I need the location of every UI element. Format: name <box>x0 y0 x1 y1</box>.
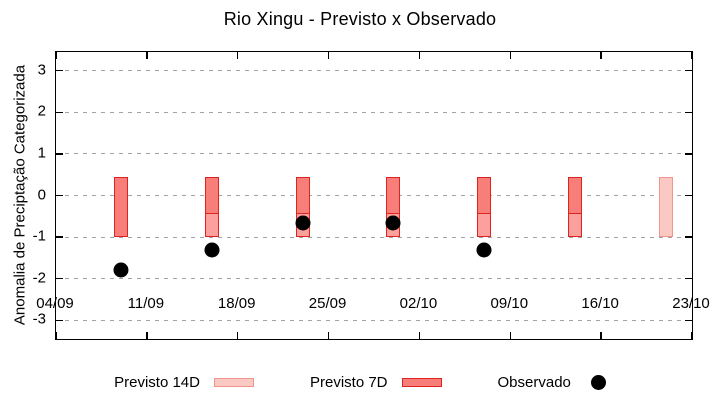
x-tick-label: 09/10 <box>490 295 529 312</box>
y-tick-right <box>685 319 692 322</box>
y-tick-left <box>56 194 63 197</box>
y-tick-right <box>685 277 692 280</box>
y-tick-right <box>685 111 692 114</box>
x-tick-label: 25/09 <box>308 295 347 312</box>
x-tick-top <box>236 52 239 59</box>
x-tick-bottom <box>236 332 239 339</box>
y-tick-label: 1 <box>37 144 46 162</box>
bar-previsto-14d <box>659 176 674 238</box>
y-tick-label: 2 <box>37 102 46 120</box>
bar-previsto-7d <box>295 176 310 215</box>
gridline <box>56 319 692 321</box>
observado-dot <box>204 242 220 258</box>
x-tick-top <box>509 52 512 59</box>
x-tick-label: 11/09 <box>127 295 165 312</box>
y-tick-left <box>56 319 63 322</box>
y-tick-right <box>685 236 692 238</box>
x-tick-label: 16/10 <box>581 295 619 312</box>
x-tick-bottom <box>600 332 602 339</box>
gridline <box>56 236 692 238</box>
y-tick-right <box>685 153 692 155</box>
bar-previsto-7d <box>477 176 492 215</box>
y-tick-left <box>56 277 63 280</box>
x-tick-bottom <box>691 332 693 339</box>
legend-item-observado: Observado <box>498 374 606 391</box>
gridline <box>56 195 692 196</box>
observado-dot <box>113 262 129 278</box>
bar-previsto-7d <box>386 176 401 215</box>
legend-item-previsto-14d: Previsto 14D <box>114 374 254 391</box>
x-tick-label: 18/09 <box>217 295 256 312</box>
chart-title: Rio Xingu - Previsto x Observado <box>223 9 497 29</box>
bar-previsto-7d <box>113 176 128 238</box>
x-tick-bottom <box>418 332 421 339</box>
gridline <box>56 70 692 72</box>
x-tick-label: 04/09 <box>36 295 74 312</box>
x-tick-top <box>418 52 421 59</box>
bar-previsto-7d <box>204 176 219 215</box>
bar-previsto-7d <box>568 176 583 215</box>
legend-swatch-observado-icon <box>590 374 606 390</box>
observado-dot <box>476 242 492 258</box>
y-tick-right <box>685 194 692 197</box>
y-tick-label: -2 <box>32 269 46 287</box>
x-tick-top <box>146 52 148 59</box>
y-tick-right <box>685 69 692 72</box>
legend-swatch-previsto-14d-icon <box>213 377 254 387</box>
x-tick-label: 02/10 <box>399 295 438 312</box>
x-tick-top <box>327 52 330 59</box>
legend-swatch-previsto-7d-icon <box>401 377 442 387</box>
x-tick-label: 23/10 <box>672 295 710 312</box>
gridline <box>56 153 692 155</box>
y-axis-label: Anomalia de Preciptação Categorizada <box>11 64 29 326</box>
legend-label-previsto-7d: Previsto 7D <box>309 373 388 391</box>
gridline <box>56 111 692 113</box>
y-tick-label: -1 <box>32 227 46 245</box>
legend-item-previsto-7d: Previsto 7D <box>310 374 442 391</box>
y-tick-label: 3 <box>37 61 46 79</box>
plot-area <box>55 51 693 340</box>
y-tick-left <box>56 111 63 114</box>
observado-dot <box>295 215 311 231</box>
legend: Previsto 14D Previsto 7D Observado <box>0 368 720 396</box>
x-tick-top <box>55 52 57 59</box>
legend-label-previsto-14d: Previsto 14D <box>114 373 200 391</box>
y-tick-left <box>56 236 63 238</box>
observado-dot <box>385 215 401 231</box>
y-tick-label: -3 <box>32 310 46 328</box>
x-tick-top <box>691 52 693 59</box>
x-tick-top <box>600 52 602 59</box>
y-tick-label: 0 <box>37 186 46 203</box>
y-tick-left <box>56 69 63 72</box>
x-tick-bottom <box>146 332 148 339</box>
x-tick-bottom <box>327 332 330 339</box>
y-tick-left <box>56 153 63 155</box>
legend-label-observado: Observado <box>497 373 571 391</box>
x-tick-bottom <box>509 332 512 339</box>
x-tick-bottom <box>55 332 57 339</box>
gridline <box>56 278 692 280</box>
